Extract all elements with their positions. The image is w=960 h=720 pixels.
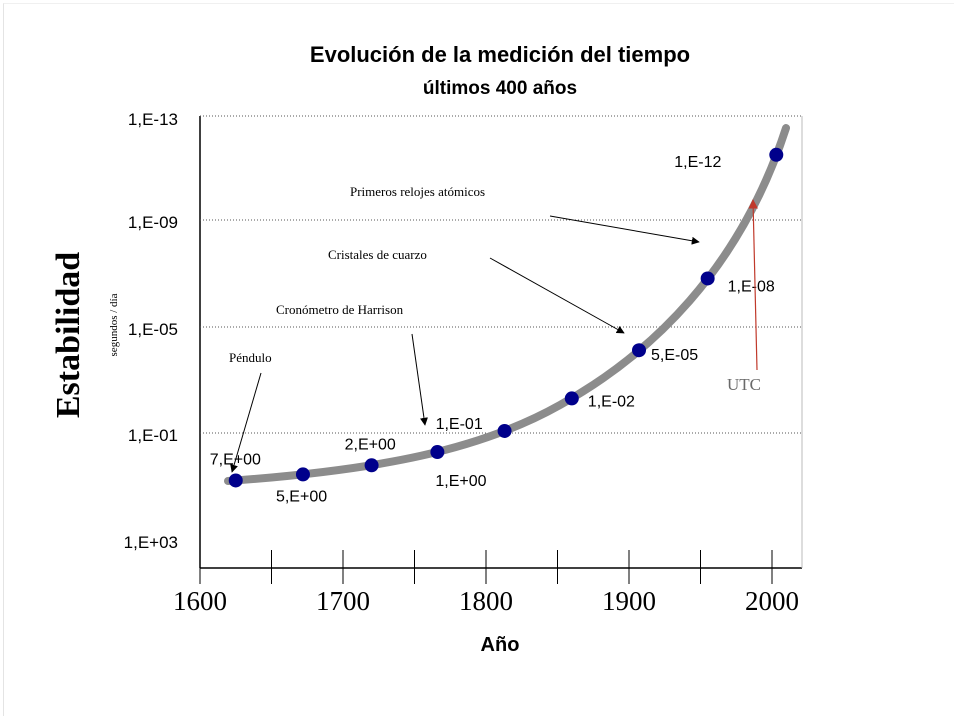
point-label: 1,E-01 bbox=[436, 416, 483, 433]
y-tick-labels: 1,E-13 1,E-09 1,E-05 1,E-01 1,E+03 bbox=[124, 110, 178, 552]
y-axis-label: Estabilidad bbox=[50, 252, 87, 418]
data-point bbox=[364, 458, 379, 473]
data-point bbox=[564, 391, 579, 406]
data-point bbox=[295, 467, 310, 482]
annotation-cuarzo: Cristales de cuarzo bbox=[328, 247, 427, 262]
point-label: 5,E-05 bbox=[651, 347, 698, 364]
annotation-utc: UTC bbox=[727, 375, 761, 394]
arrow-harrison bbox=[411, 333, 428, 426]
slide-frame bbox=[3, 3, 954, 716]
x-tick-label: 1900 bbox=[602, 586, 656, 616]
data-point bbox=[497, 423, 512, 438]
chart-title: Evolución de la medición del tiempo bbox=[309, 42, 691, 67]
annotation-pendulo: Péndulo bbox=[229, 350, 272, 365]
y-tick-label: 1,E+03 bbox=[124, 533, 178, 552]
x-tick-label: 2000 bbox=[745, 586, 799, 616]
data-point bbox=[700, 271, 715, 286]
data-point bbox=[632, 343, 647, 358]
data-points bbox=[228, 147, 784, 488]
data-point bbox=[228, 473, 243, 488]
x-tick-label: 1700 bbox=[316, 586, 370, 616]
point-label: 1,E-08 bbox=[728, 278, 775, 295]
x-axis-label: Año bbox=[481, 634, 520, 656]
y-tick-label: 1,E-13 bbox=[128, 110, 178, 129]
annotation-harrison: Cronómetro de Harrison bbox=[276, 302, 404, 317]
point-labels: 7,E+005,E+002,E+001,E+001,E-011,E-025,E-… bbox=[210, 154, 775, 506]
chart-subtitle: últimos 400 años bbox=[422, 78, 578, 99]
annotation-atomicos: Primeros relojes atómicos bbox=[350, 184, 485, 199]
point-label: 1,E+00 bbox=[435, 473, 486, 490]
data-point bbox=[769, 147, 784, 162]
point-label: 1,E-02 bbox=[588, 393, 635, 410]
y-tick-label: 1,E-09 bbox=[128, 213, 178, 232]
y-tick-label: 1,E-01 bbox=[128, 426, 178, 445]
point-label: 5,E+00 bbox=[276, 488, 327, 505]
trend-curve bbox=[224, 124, 790, 485]
data-point bbox=[430, 445, 445, 460]
arrow-atomicos bbox=[549, 215, 700, 245]
arrow-utc bbox=[748, 199, 759, 371]
x-ticks: 1600 1700 1800 1900 2000 bbox=[173, 550, 799, 616]
point-label: 2,E+00 bbox=[345, 436, 396, 453]
x-tick-label: 1800 bbox=[459, 586, 513, 616]
arrow-pendulo bbox=[230, 372, 262, 473]
x-tick-label: 1600 bbox=[173, 586, 227, 616]
point-label: 1,E-12 bbox=[674, 154, 721, 171]
y-axis-unit: segundos / día bbox=[108, 293, 120, 356]
y-tick-label: 1,E-05 bbox=[128, 320, 178, 339]
arrow-cuarzo bbox=[489, 257, 625, 334]
